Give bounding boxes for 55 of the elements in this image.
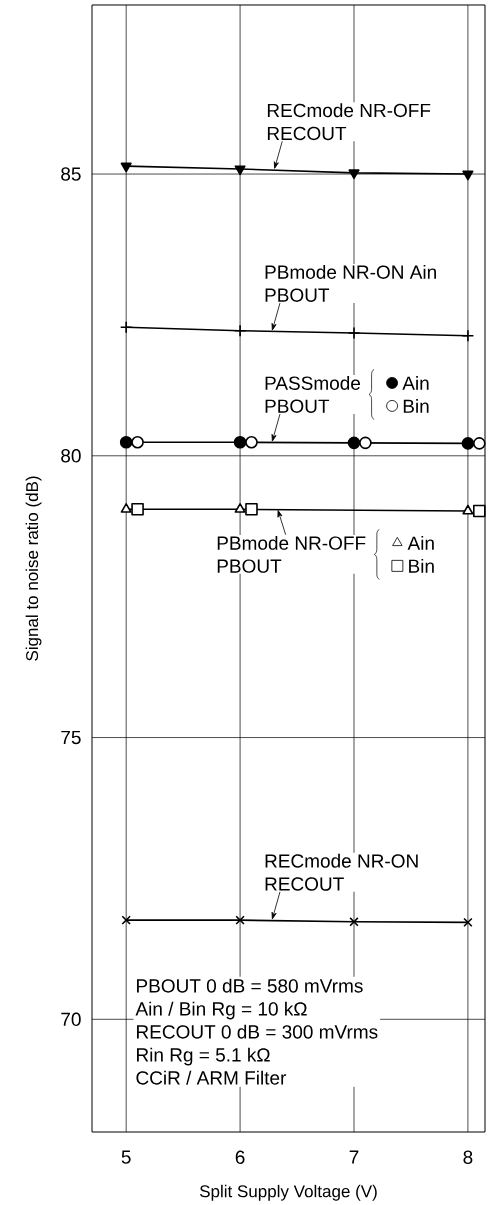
point — [463, 917, 473, 928]
y-tick-label: 85 — [61, 167, 81, 181]
y-tick-label: 80 — [61, 449, 81, 463]
point — [233, 435, 247, 449]
point — [348, 169, 360, 180]
point — [119, 321, 133, 334]
point — [233, 324, 247, 337]
point — [349, 917, 359, 927]
annotation: PBmode NR-ON Ain — [265, 264, 436, 279]
point — [462, 170, 474, 181]
point — [347, 436, 361, 450]
annotation: PBOUT 0 dB = 580 mVrms — [137, 978, 363, 993]
point — [461, 437, 475, 450]
point — [347, 326, 361, 340]
annotation: RECOUT 0 dB = 300 mVrms — [137, 1024, 378, 1039]
annotation: PBmode NR-OFF — [217, 535, 366, 550]
annotation: RECOUT — [267, 126, 347, 141]
annotation: PBOUT — [217, 559, 282, 573]
point — [131, 435, 144, 449]
annotation: PBOUT — [265, 399, 330, 413]
x-tick-label: 7 — [349, 1150, 359, 1164]
point — [120, 162, 132, 173]
annotation: PBOUT — [265, 288, 330, 302]
x-tick-label: 5 — [121, 1150, 131, 1164]
legend-label: Bin — [409, 558, 434, 573]
x-tick-label: 8 — [463, 1150, 473, 1164]
annotation: RECmode NR-OFF — [267, 103, 431, 118]
point — [473, 504, 486, 518]
legend-label: Bin — [403, 399, 429, 413]
annotation: RECOUT — [265, 877, 344, 891]
point — [234, 503, 246, 513]
annotation: RECmode NR-ON — [265, 853, 418, 868]
y-tick-label: 75 — [61, 730, 81, 745]
annotation: Rin Rg = 5.1 kΩ — [137, 1047, 270, 1066]
legend-label: Ain — [407, 535, 434, 550]
point — [121, 915, 131, 925]
legend-label: Ain — [402, 376, 429, 390]
y-tick-label: 70 — [61, 1012, 81, 1027]
point — [235, 915, 245, 925]
point — [473, 437, 486, 450]
annotation: PASSmode — [265, 375, 361, 390]
annotation: CCiR / ARM Filter — [136, 1070, 287, 1085]
annotation: Ain / Bin Rg = 10 kΩ — [135, 1001, 307, 1020]
x-tick-label: 6 — [235, 1150, 245, 1164]
point — [462, 504, 474, 515]
point — [461, 329, 475, 343]
point — [245, 503, 258, 516]
y-axis-title: Signal to noise ratio (dB) — [25, 476, 42, 661]
point — [234, 165, 246, 176]
point — [120, 503, 132, 513]
x-axis-title: Split Supply Voltage (V) — [199, 1184, 377, 1201]
point — [359, 436, 372, 450]
point — [245, 435, 258, 449]
point — [119, 435, 133, 449]
point — [131, 503, 144, 516]
